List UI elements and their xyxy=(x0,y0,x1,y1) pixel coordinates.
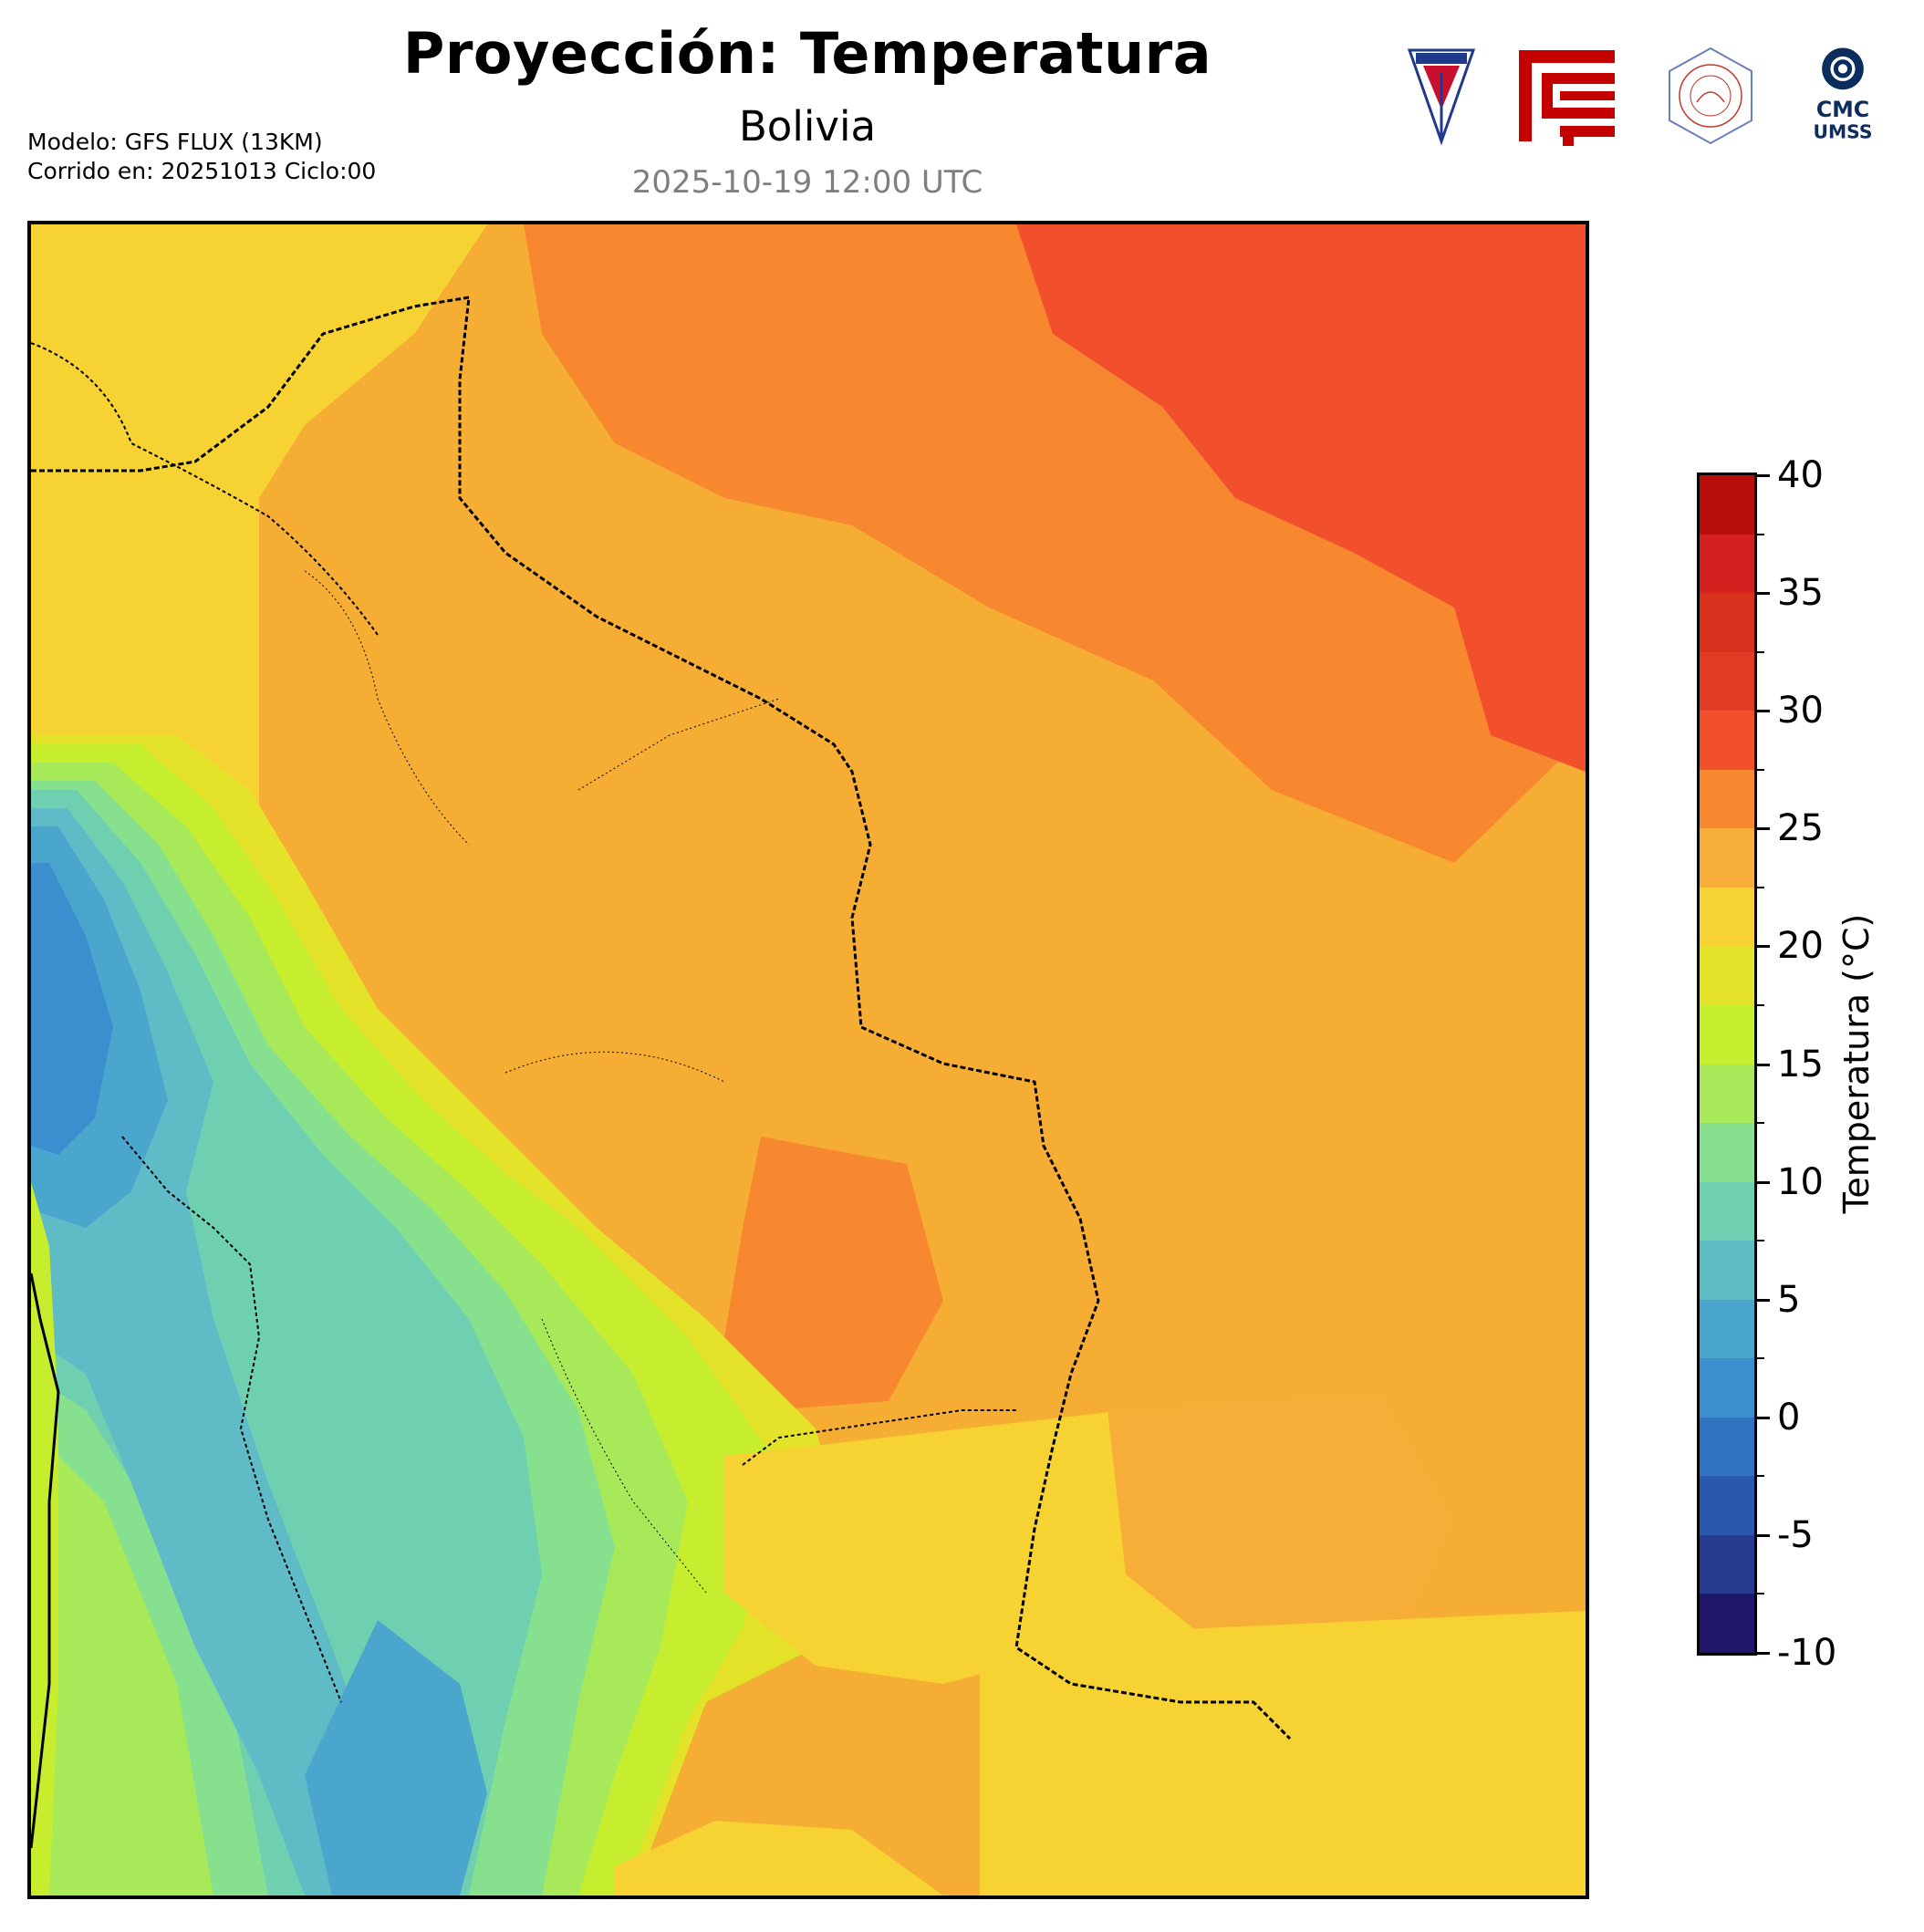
colorbar-band xyxy=(1700,1475,1754,1535)
yellow-south-east xyxy=(980,1611,1586,1896)
colorbar-minor-tick xyxy=(1757,1593,1764,1595)
cmc-umss-logo: CMC UMSS xyxy=(1813,47,1873,143)
cold-patch-south xyxy=(305,1620,487,1896)
colorbar xyxy=(1697,473,1757,1656)
colorbar-band xyxy=(1700,1240,1754,1300)
colorbar-major-tick xyxy=(1757,945,1770,949)
colorbar-major-tick xyxy=(1757,474,1770,477)
colorbar-tick-label: 20 xyxy=(1777,925,1824,968)
colorbar-band xyxy=(1700,710,1754,770)
colorbar-band xyxy=(1700,651,1754,712)
colorbar-tick-label: -10 xyxy=(1777,1632,1837,1674)
paraguay-border xyxy=(742,1409,1016,1466)
colorbar-tick-label: 15 xyxy=(1777,1043,1824,1085)
colorbar-band xyxy=(1700,534,1754,594)
valid-time: 2025-10-19 12:00 UTC xyxy=(631,164,983,201)
faculty-logo xyxy=(1519,50,1615,146)
colorbar-major-tick xyxy=(1757,827,1770,831)
colorbar-minor-tick xyxy=(1757,1003,1764,1006)
colorbar-minor-tick xyxy=(1757,886,1764,888)
colorbar-minor-tick xyxy=(1757,1122,1764,1125)
colorbar-major-tick xyxy=(1757,710,1770,713)
colorbar-band xyxy=(1700,1004,1754,1065)
colorbar-major-tick xyxy=(1757,1416,1770,1419)
colorbar-major-tick xyxy=(1757,1180,1770,1184)
colorbar-minor-tick xyxy=(1757,1240,1764,1242)
colorbar-major-tick xyxy=(1757,1652,1770,1655)
chile-border xyxy=(121,1136,342,1703)
colorbar-band xyxy=(1700,769,1754,829)
departamento-de-fisica-seal xyxy=(1669,47,1752,145)
svg-text:CMC: CMC xyxy=(1816,97,1869,122)
colorbar-minor-tick xyxy=(1757,768,1764,771)
colorbar-band xyxy=(1700,1181,1754,1241)
colorbar-band xyxy=(1700,1417,1754,1477)
hot-patch-center xyxy=(724,1137,943,1410)
department-boundary xyxy=(577,698,780,791)
colorbar-band xyxy=(1700,1593,1754,1653)
region-subtitle: Bolivia xyxy=(738,102,877,151)
colorbar-band xyxy=(1700,1122,1754,1182)
colorbar-band xyxy=(1700,1357,1754,1418)
colorbar-major-tick xyxy=(1757,1063,1770,1066)
admin-boundary xyxy=(31,342,379,636)
colorbar-tick-label: 35 xyxy=(1777,572,1824,615)
colorbar-band xyxy=(1700,1064,1754,1124)
colorbar-tick-label: 25 xyxy=(1777,807,1824,850)
colorbar-tick-label: 30 xyxy=(1777,690,1824,732)
colorbar-band xyxy=(1700,1534,1754,1594)
colorbar-band xyxy=(1700,945,1754,1005)
colorbar-tick-label: 5 xyxy=(1777,1278,1801,1321)
model-line: Modelo: GFS FLUX (13KM) xyxy=(27,129,323,155)
institution-logos: CMC UMSS xyxy=(1396,46,1907,155)
run-line: Corrido en: 20251013 Ciclo:00 xyxy=(27,158,377,184)
colorbar-major-tick xyxy=(1757,1298,1770,1302)
colorbar-band xyxy=(1700,827,1754,888)
orange-chaco xyxy=(1108,1392,1454,1684)
colorbar-band xyxy=(1700,592,1754,652)
colorbar-minor-tick xyxy=(1757,1475,1764,1478)
colorbar-major-tick xyxy=(1757,1533,1770,1537)
umss-shield-logo xyxy=(1407,48,1476,146)
colorbar-tick-label: 0 xyxy=(1777,1396,1801,1439)
map-title: Proyección: Temperatura xyxy=(402,20,1212,87)
department-boundary xyxy=(304,570,470,846)
national-border-bolivia xyxy=(31,296,1292,1740)
colorbar-minor-tick xyxy=(1757,1357,1764,1360)
coastline xyxy=(31,1272,60,1849)
colorbar-tick-label: 40 xyxy=(1777,454,1824,496)
colorbar-band xyxy=(1700,474,1754,535)
svg-text:UMSS: UMSS xyxy=(1813,121,1872,143)
model-info: Modelo: GFS FLUX (13KM) Corrido en: 2025… xyxy=(27,128,376,186)
coldest-cordillera xyxy=(31,863,113,1155)
temperature-field xyxy=(31,224,1586,1896)
temperature-map xyxy=(27,221,1589,1899)
yellow-south xyxy=(615,1821,943,1896)
colorbar-major-tick xyxy=(1757,592,1770,596)
very-hot-region-northeast xyxy=(1016,224,1586,772)
colorbar-tick-label: 10 xyxy=(1777,1160,1824,1203)
colorbar-label: Temperatura (°C) xyxy=(1836,913,1877,1214)
colorbar-tick-label: -5 xyxy=(1777,1513,1814,1556)
colorbar-band xyxy=(1700,887,1754,947)
colorbar-band xyxy=(1700,1299,1754,1359)
colorbar-minor-tick xyxy=(1757,650,1764,653)
colorbar-minor-tick xyxy=(1757,533,1764,535)
